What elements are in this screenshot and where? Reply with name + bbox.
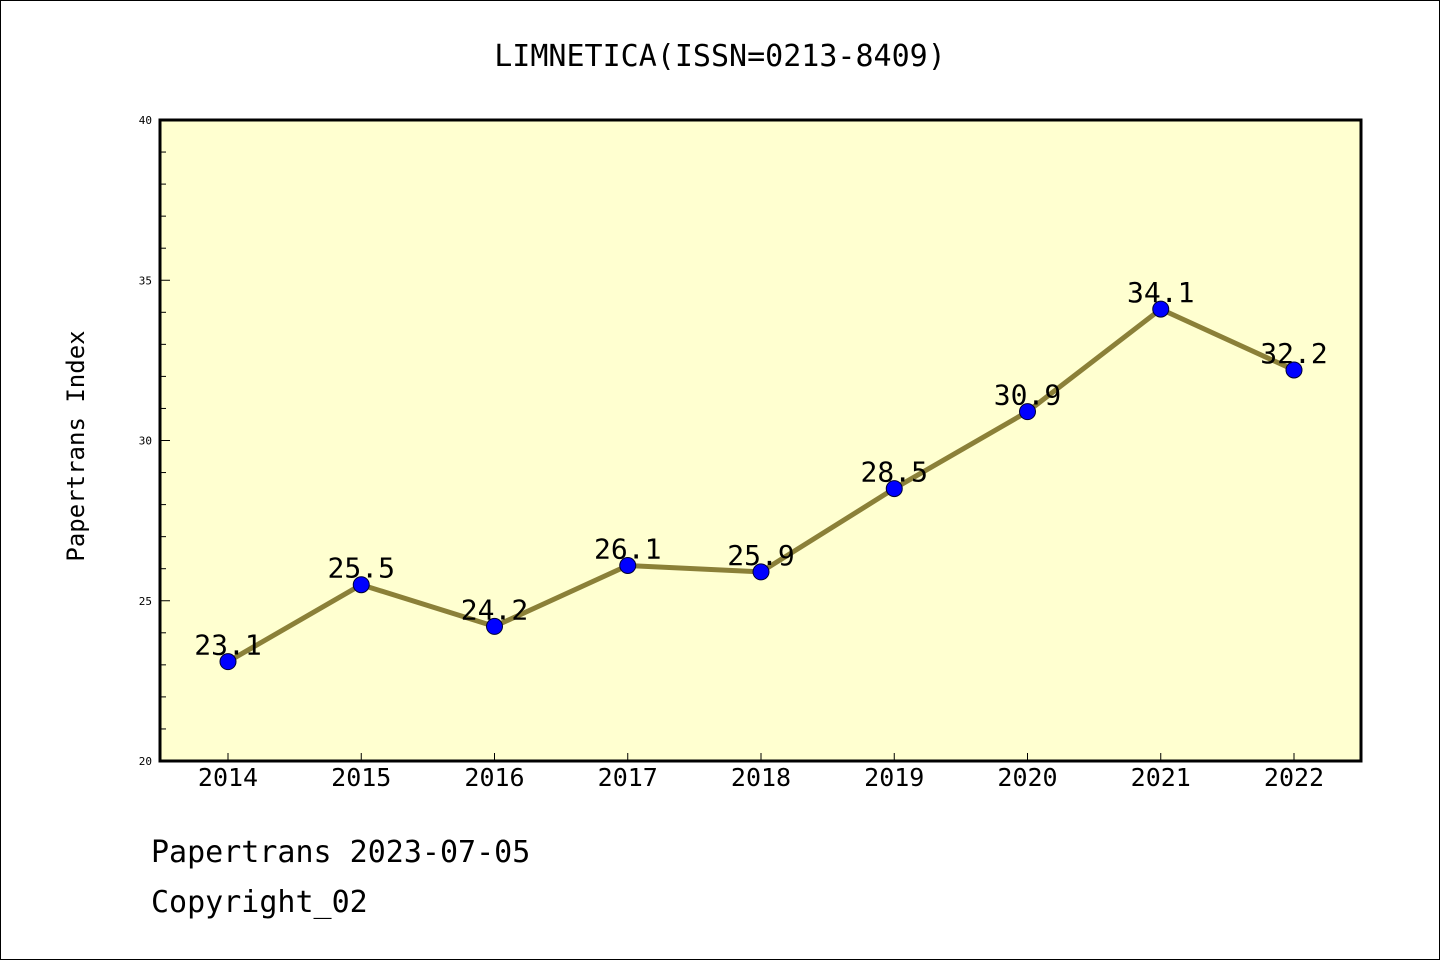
x-tick-label: 2019	[864, 763, 924, 792]
data-labels-group: 23.1 25.5 24.2 26.1 25.9 28.5 30.9 34.1 32.2	[194, 276, 1327, 662]
data-label: 24.2	[461, 593, 528, 626]
data-label: 34.1	[1127, 276, 1194, 309]
x-tick-label: 2021	[1131, 763, 1191, 792]
x-tick-label: 2016	[464, 763, 524, 792]
data-point	[885, 480, 903, 498]
data-label: 32.2	[1260, 337, 1327, 370]
plot-area	[158, 118, 1363, 763]
x-tick-label: 2018	[731, 763, 791, 792]
data-label: 23.1	[194, 629, 261, 662]
data-point	[352, 576, 370, 594]
x-tick-label: 2014	[198, 763, 258, 792]
series-line-group	[219, 300, 1303, 671]
data-label: 25.9	[727, 539, 794, 572]
footer-copyright: Copyright_02	[151, 885, 368, 920]
y-axis-label: Papertrans Index	[62, 330, 90, 561]
x-tick-label: 2015	[331, 763, 391, 792]
y-tick-label: 20	[139, 755, 152, 768]
data-label: 30.9	[994, 379, 1061, 412]
chart-title: LIMNETICA(ISSN=0213-8409)	[494, 39, 946, 74]
x-tick-label: 2020	[997, 763, 1057, 792]
data-point	[619, 556, 637, 574]
data-label: 26.1	[594, 532, 661, 565]
data-point	[1019, 403, 1036, 421]
y-tick-label: 30	[139, 435, 152, 448]
y-tick-label: 40	[139, 114, 152, 127]
y-tick-label: 35	[139, 274, 152, 287]
data-point	[219, 653, 237, 671]
data-label: 28.5	[861, 456, 928, 489]
x-tick-label: 2017	[598, 763, 658, 792]
data-point	[1285, 361, 1303, 379]
footer-date: Papertrans 2023-07-05	[151, 835, 531, 870]
data-point	[752, 563, 770, 581]
x-tick-label: 2022	[1264, 763, 1324, 792]
data-point	[1152, 300, 1170, 318]
y-tick-label: 25	[139, 595, 152, 608]
axis-ticks: 20 25 30 35 40 2014 2015 2016 2017 2018 2019 2020 20…	[139, 114, 1324, 792]
data-point	[486, 617, 503, 635]
data-label: 25.5	[328, 552, 395, 585]
